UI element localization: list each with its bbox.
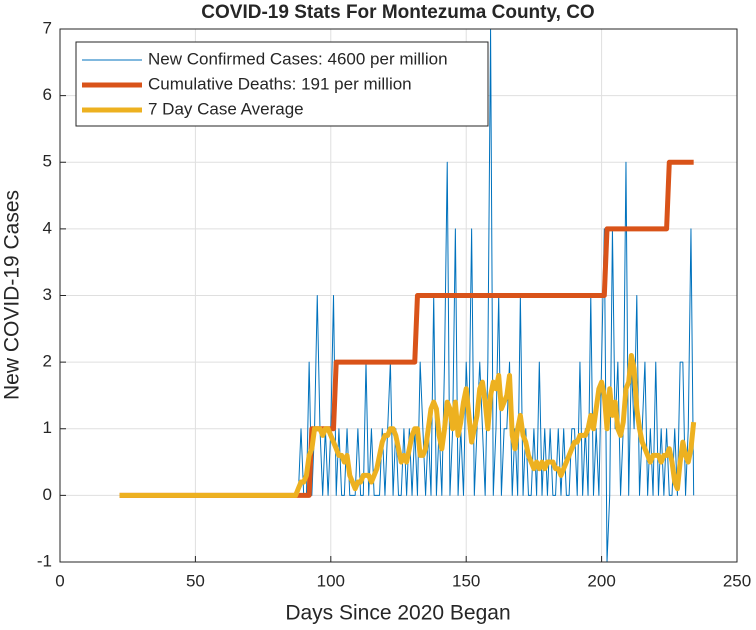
y-tick-label: 3: [43, 285, 52, 304]
legend-box: [75, 41, 489, 127]
series-line: [119, 352, 697, 498]
chart-title: COVID-19 Stats For Montezuma County, CO: [201, 2, 594, 23]
y-tick-label: 4: [43, 218, 52, 237]
x-tick-label: 250: [723, 571, 751, 590]
x-tick-label: 0: [55, 571, 64, 590]
x-tick-label: 150: [452, 571, 480, 590]
legend-label: New Confirmed Cases: 4600 per million: [148, 49, 448, 68]
legend: New Confirmed Cases: 4600 per million Cum…: [75, 41, 489, 127]
y-tick-label: -1: [37, 551, 52, 570]
y-tick-label: 1: [43, 418, 52, 437]
y-tick-label: 0: [43, 485, 52, 504]
lines: [119, 29, 697, 562]
y-tick-label: 7: [43, 18, 52, 37]
y-tick-label: 2: [43, 352, 52, 371]
x-axis-label: Days Since 2020 Began: [285, 602, 510, 625]
x-tick-label: 100: [317, 571, 345, 590]
y-tick-label: 5: [43, 152, 52, 171]
legend-label: Cumulative Deaths: 191 per million: [148, 74, 412, 93]
legend-label: 7 Day Case Average: [148, 99, 304, 118]
y-axis-label: New COVID-19 Cases: [1, 190, 24, 400]
x-tick-label: 200: [587, 571, 615, 590]
y-tick-label: 6: [43, 85, 52, 104]
x-tick-label: 50: [186, 571, 205, 590]
